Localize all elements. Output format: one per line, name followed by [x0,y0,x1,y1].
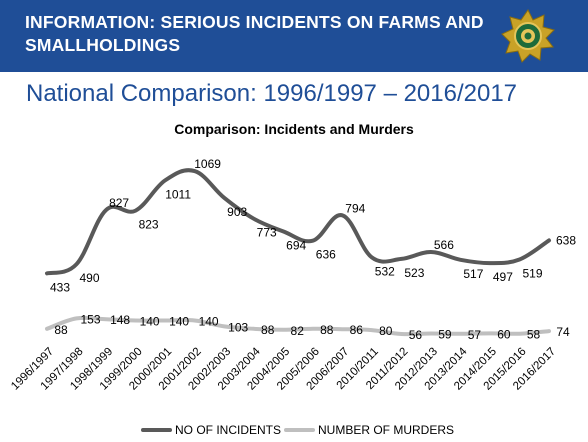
data-label: 148 [110,313,130,327]
data-label: 636 [316,248,336,262]
data-label: 86 [350,323,364,337]
data-label: 523 [404,266,424,280]
data-label: 1011 [165,187,191,201]
series-line-incidents [45,168,551,276]
header-title-line-1: INFORMATION: SERIOUS INCIDENTS ON FARMS … [25,12,484,32]
data-label: 140 [169,315,189,329]
data-label: 773 [257,226,277,240]
legend-label-murders: NUMBER OF MURDERS [318,423,454,437]
data-label: 433 [50,280,70,294]
data-label: 794 [345,201,365,215]
data-label: 82 [291,324,305,338]
data-label: 140 [140,315,160,329]
data-label: 153 [80,312,100,326]
data-label: 638 [556,233,576,247]
data-label: 827 [109,196,129,210]
data-label: 57 [468,328,482,342]
header-banner: INFORMATION: SERIOUS INCIDENTS ON FARMS … [0,0,588,72]
data-label: 88 [261,323,275,337]
data-label: 58 [527,328,541,342]
data-label: 566 [434,238,454,252]
header-title: INFORMATION: SERIOUS INCIDENTS ON FARMS … [25,11,505,57]
data-label: 56 [409,328,423,342]
data-label: 80 [379,324,393,338]
data-label: 103 [228,320,248,334]
data-label: 140 [199,315,219,329]
data-label: 519 [522,267,542,281]
legend-label-incidents: NO OF INCIDENTS [175,423,281,437]
series-line-murders [45,315,551,337]
data-label: 59 [438,328,452,342]
data-label: 517 [463,267,483,281]
data-label: 532 [375,264,395,278]
data-label: 497 [493,270,513,284]
data-label: 694 [286,238,306,252]
chart-title: Comparison: Incidents and Murders [174,121,414,137]
header-title-line-2: SMALLHOLDINGS [25,35,181,55]
data-label: 60 [497,327,511,341]
page-subtitle: National Comparison: 1996/1997 – 2016/20… [26,80,518,107]
data-label: 88 [320,323,334,337]
data-label: 490 [79,271,99,285]
data-label: 823 [139,218,159,232]
data-label: 1069 [194,157,221,171]
data-label: 74 [556,325,570,339]
data-label: 88 [54,323,68,337]
data-label: 903 [227,205,247,219]
police-star-badge-icon [501,9,555,63]
